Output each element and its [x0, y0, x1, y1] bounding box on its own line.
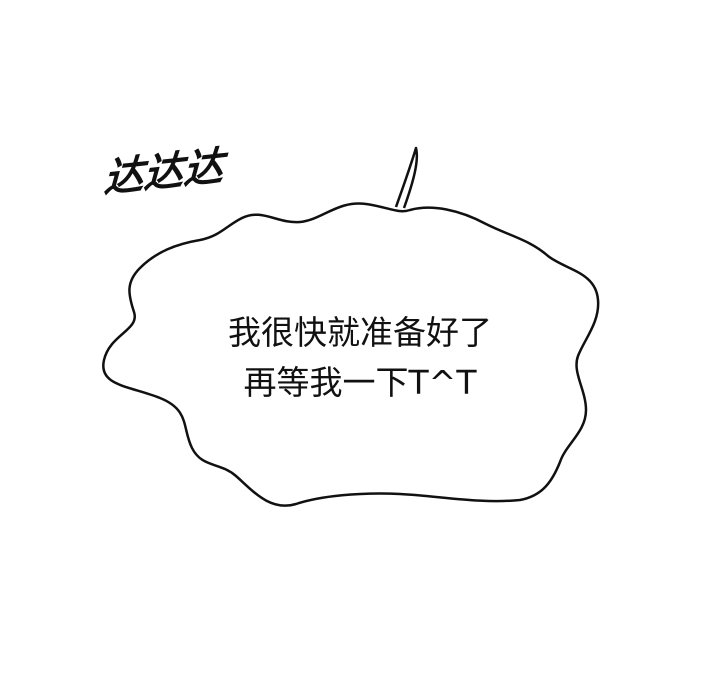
speech-bubble-tail	[394, 146, 419, 209]
speech-bubble-outline	[102, 202, 600, 507]
speech-line-1: 我很快就准备好了	[228, 313, 492, 352]
speech-bubble-text: 我很快就准备好了 再等我一下T^T	[190, 308, 530, 408]
speech-line-2: 再等我一下T^T	[243, 363, 477, 402]
